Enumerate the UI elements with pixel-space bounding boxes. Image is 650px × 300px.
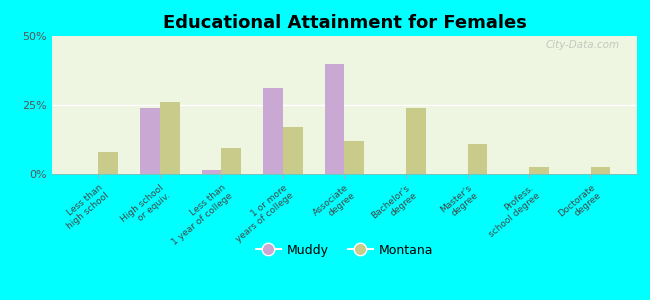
Bar [263, 88, 283, 174]
Bar [591, 167, 610, 174]
Bar [529, 167, 549, 174]
Bar [222, 148, 241, 174]
Bar [344, 141, 364, 174]
Bar [140, 108, 160, 174]
Legend: Muddy, Montana: Muddy, Montana [251, 238, 438, 262]
Bar [98, 152, 118, 174]
Bar [467, 144, 488, 174]
Bar [160, 102, 179, 174]
Text: City-Data.com: City-Data.com [545, 40, 619, 50]
Bar [283, 127, 303, 174]
Title: Educational Attainment for Females: Educational Attainment for Females [162, 14, 526, 32]
Bar [406, 108, 426, 174]
Bar [202, 170, 222, 174]
Bar [325, 64, 344, 174]
